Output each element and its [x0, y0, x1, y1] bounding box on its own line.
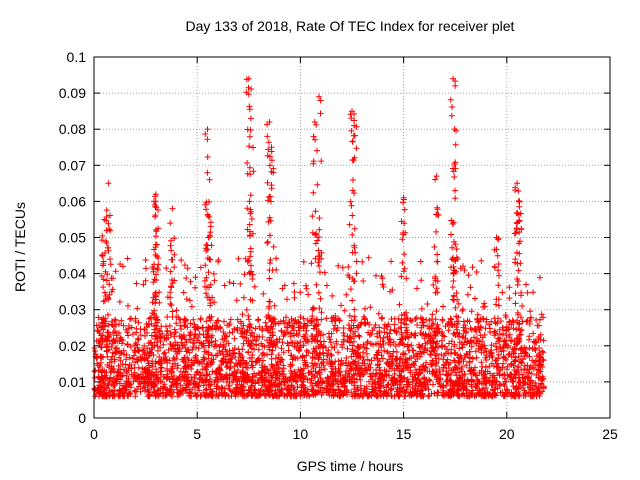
- x-tick-label: 5: [193, 426, 201, 442]
- data-points: [91, 75, 547, 400]
- x-tick-label: 25: [602, 426, 618, 442]
- y-tick-label: 0.08: [59, 121, 86, 137]
- chart-title: Day 133 of 2018, Rate Of TEC Index for r…: [185, 18, 515, 34]
- x-tick-label: 20: [499, 426, 515, 442]
- y-tick-label: 0: [78, 410, 86, 426]
- y-axis-label: ROTI / TECUs: [12, 202, 28, 292]
- x-tick-label: 0: [90, 426, 98, 442]
- x-tick-label: 10: [293, 426, 309, 442]
- y-tick-label: 0.01: [59, 374, 86, 390]
- y-tick-label: 0.04: [59, 266, 86, 282]
- y-tick-label: 0.09: [59, 85, 86, 101]
- y-tick-label: 0.05: [59, 230, 86, 246]
- y-tick-label: 0.06: [59, 193, 86, 209]
- x-axis-label: GPS time / hours: [296, 458, 404, 474]
- y-tick-label: 0.03: [59, 302, 86, 318]
- scatter-markers: [91, 75, 547, 400]
- y-tick-label: 0.07: [59, 157, 86, 173]
- y-tick-label: 0.02: [59, 338, 86, 354]
- x-tick-label: 15: [396, 426, 412, 442]
- y-tick-label: 0.1: [67, 49, 87, 65]
- axis-ticks: 0 5 10 15 20 25 0 0.01 0.02 0.03 0.04 0.05 0.06 0.07 0…: [59, 49, 618, 442]
